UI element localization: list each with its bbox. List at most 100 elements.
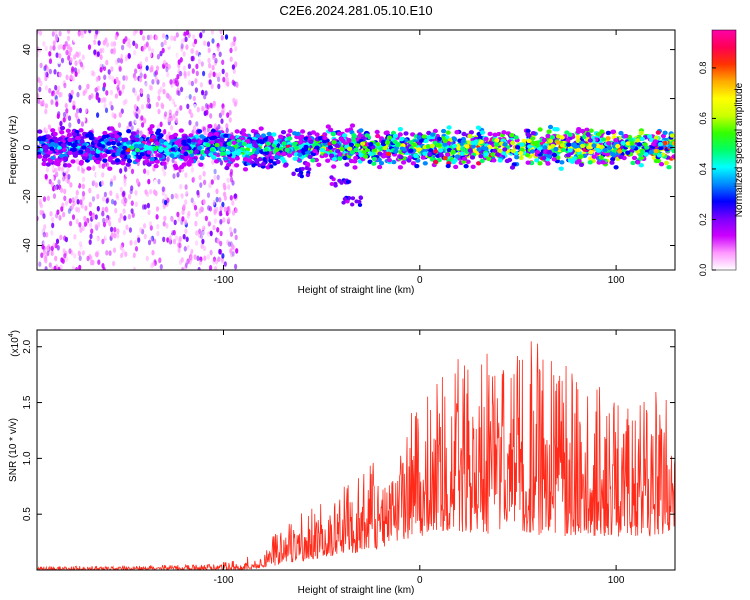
heatmap-cell bbox=[219, 151, 225, 157]
heatmap-cell bbox=[200, 149, 206, 155]
heatmap-cell bbox=[123, 92, 127, 99]
heatmap-cell bbox=[232, 127, 236, 133]
heatmap-cell bbox=[559, 143, 566, 148]
heatmap-cell bbox=[90, 150, 96, 155]
x-tick-label: 0 bbox=[417, 275, 423, 286]
heatmap-cell bbox=[51, 31, 55, 37]
heatmap-cell bbox=[406, 158, 412, 163]
heatmap-cell bbox=[139, 30, 143, 36]
heatmap-cell bbox=[74, 112, 78, 118]
heatmap-cell bbox=[95, 94, 99, 101]
heatmap-cell bbox=[559, 160, 565, 165]
heatmap-cell bbox=[41, 228, 45, 235]
colorbar: 0.0 0.2 0.4 0.6 0.8 Normalized spectral ampl… bbox=[698, 29, 745, 276]
heatmap-cell bbox=[602, 148, 608, 153]
y-tick-label: 0.5 bbox=[22, 507, 33, 521]
heatmap-cell bbox=[79, 199, 83, 205]
heatmap-cell bbox=[334, 143, 340, 148]
heatmap-cell bbox=[89, 233, 93, 240]
heatmap-cell bbox=[71, 266, 75, 270]
heatmap-cell bbox=[193, 103, 197, 110]
heatmap-cell bbox=[391, 159, 397, 165]
heatmap-cell bbox=[77, 118, 81, 125]
heatmap-cell bbox=[331, 156, 337, 162]
heatmap-cell bbox=[185, 44, 189, 50]
heatmap-cell bbox=[134, 90, 138, 96]
heatmap-cell bbox=[52, 45, 56, 51]
heatmap-cell bbox=[244, 150, 250, 155]
heatmap-cell bbox=[66, 68, 70, 75]
heatmap-cell bbox=[170, 147, 176, 152]
heatmap-cell bbox=[142, 46, 146, 52]
heatmap-cell bbox=[217, 72, 221, 78]
heatmap-cell bbox=[82, 116, 86, 123]
heatmap-cell bbox=[220, 35, 224, 41]
heatmap-cell bbox=[168, 172, 172, 179]
colorbar-tick-label: 0.8 bbox=[698, 62, 708, 75]
heatmap-cell bbox=[178, 236, 182, 242]
heatmap-cell bbox=[104, 107, 109, 114]
spectrogram-y-label: Frequency (Hz) bbox=[8, 116, 19, 185]
heatmap-cell bbox=[44, 257, 48, 264]
heatmap-cell bbox=[39, 62, 43, 69]
heatmap-cell bbox=[625, 141, 631, 146]
heatmap-cell bbox=[120, 252, 124, 259]
heatmap-cell bbox=[430, 132, 436, 137]
heatmap-cell bbox=[126, 158, 133, 164]
heatmap-cell bbox=[122, 145, 128, 151]
heatmap-cell bbox=[121, 84, 125, 90]
heatmap-cell bbox=[168, 95, 172, 101]
heatmap-cell bbox=[63, 195, 67, 202]
snr-series-line bbox=[37, 341, 675, 570]
heatmap-cell bbox=[70, 159, 76, 164]
heatmap-cell bbox=[76, 199, 80, 205]
heatmap-cell bbox=[228, 237, 232, 243]
heatmap-cell bbox=[410, 161, 416, 166]
heatmap-cell bbox=[203, 110, 207, 117]
heatmap-cell bbox=[227, 207, 231, 214]
heatmap-cell bbox=[50, 266, 55, 270]
heatmap-cell bbox=[91, 196, 95, 202]
heatmap-cell bbox=[182, 51, 186, 57]
heatmap-cell bbox=[78, 255, 82, 262]
heatmap-cell bbox=[202, 245, 207, 252]
heatmap-cell bbox=[422, 151, 428, 156]
heatmap-cell bbox=[101, 238, 105, 245]
heatmap-cell bbox=[328, 127, 334, 132]
heatmap-cell bbox=[108, 250, 112, 256]
heatmap-cell bbox=[202, 199, 206, 205]
heatmap-cell bbox=[124, 98, 128, 105]
heatmap-cell bbox=[227, 61, 232, 68]
heatmap-cell bbox=[55, 101, 59, 107]
heatmap-cell bbox=[201, 238, 205, 245]
heatmap-cell bbox=[147, 45, 152, 52]
heatmap-cell bbox=[219, 160, 223, 166]
heatmap-cell bbox=[130, 168, 135, 175]
heatmap-cell bbox=[229, 146, 235, 152]
heatmap-cell bbox=[80, 121, 85, 127]
heatmap-cell bbox=[57, 179, 61, 185]
heatmap-cell bbox=[203, 40, 207, 46]
heatmap-cell bbox=[162, 236, 166, 243]
y-tick-label: 2.0 bbox=[22, 339, 33, 353]
heatmap-cell bbox=[95, 30, 99, 35]
heatmap-cell bbox=[201, 30, 206, 34]
heatmap-cell bbox=[42, 157, 48, 162]
heatmap-cell bbox=[671, 154, 675, 159]
heatmap-cell bbox=[101, 263, 105, 269]
heatmap-cell bbox=[57, 165, 61, 172]
heatmap-cell bbox=[547, 138, 554, 144]
heatmap-cell bbox=[126, 129, 132, 134]
heatmap-cell bbox=[212, 102, 216, 109]
heatmap-cell bbox=[181, 266, 185, 270]
heatmap-cell bbox=[209, 140, 215, 145]
heatmap-cell bbox=[62, 211, 66, 218]
heatmap-cell bbox=[63, 188, 67, 195]
heatmap-cell bbox=[45, 126, 49, 132]
colorbar-ticks: 0.0 0.2 0.4 0.6 0.8 bbox=[698, 62, 716, 276]
heatmap-cell bbox=[38, 198, 42, 205]
heatmap-cell bbox=[111, 76, 115, 82]
heatmap-cell bbox=[48, 68, 53, 75]
heatmap-cell bbox=[201, 89, 205, 96]
heatmap-cell bbox=[360, 141, 366, 146]
